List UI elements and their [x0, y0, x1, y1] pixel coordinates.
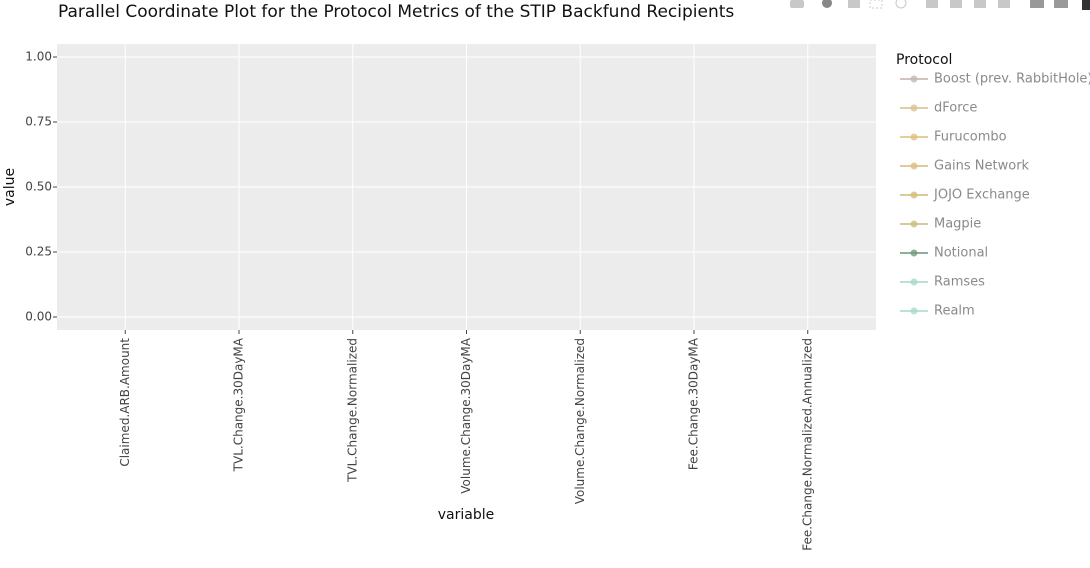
y-tick-label: 0.25 [25, 245, 52, 259]
legend-entry[interactable]: Notional [934, 246, 988, 261]
legend-swatch-marker [910, 307, 918, 315]
zoom-in-icon[interactable] [926, 0, 938, 8]
x-tick-label: Volume.Change.30DayMA [459, 337, 473, 494]
y-tick-label: 0.50 [25, 180, 52, 194]
x-tick-label: TVL.Change.30DayMA [232, 337, 246, 472]
spike-icon[interactable] [1030, 0, 1044, 8]
legend-swatch-marker [910, 104, 918, 112]
legend-swatch-marker [910, 220, 918, 228]
pan-icon[interactable] [848, 0, 860, 8]
y-tick-label: 1.00 [25, 50, 52, 64]
lasso-icon[interactable] [895, 0, 907, 9]
x-tick-label: Volume.Change.Normalized [573, 338, 587, 504]
legend-entry[interactable]: Magpie [934, 217, 981, 232]
chart-title: Parallel Coordinate Plot for the Protoco… [58, 2, 734, 22]
legend-swatch-marker [910, 75, 918, 83]
y-axis-label: value [2, 168, 18, 206]
x-tick-label: Fee.Change.Normalized.Annualized [800, 338, 814, 551]
x-tick-label: Claimed.ARB.Amount [118, 338, 132, 467]
legend-title: Protocol [896, 52, 952, 68]
x-tick-label: TVL.Change.Normalized [345, 338, 359, 483]
legend-swatch-marker [910, 162, 918, 170]
zoom-icon[interactable] [822, 0, 832, 8]
legend-entry[interactable]: Furucombo [934, 130, 1007, 145]
reset-icon[interactable] [998, 0, 1010, 8]
x-tick-label: Fee.Change.30DayMA [687, 337, 701, 470]
legend-entry[interactable]: Boost (prev. RabbitHole) [934, 72, 1090, 87]
zoom-out-icon[interactable] [950, 0, 962, 8]
select-icon[interactable] [869, 0, 883, 9]
legend-entry[interactable]: JOJO Exchange [933, 188, 1030, 203]
y-tick-label: 0.00 [25, 310, 52, 324]
legend-entry[interactable]: dForce [934, 101, 977, 116]
legend-swatch-marker [910, 133, 918, 141]
camera-icon[interactable] [790, 0, 804, 8]
legend-entry[interactable]: Gains Network [934, 159, 1030, 174]
toolbar[interactable] [790, 0, 1090, 10]
legend-entry[interactable]: Realm [934, 304, 975, 319]
x-axis-label: variable [438, 507, 494, 523]
legend-swatch-marker [910, 278, 918, 286]
y-tick-label: 0.75 [25, 115, 52, 129]
autoscale-icon[interactable] [974, 0, 986, 8]
legend-swatch-marker [910, 191, 918, 199]
legend-entry[interactable]: Ramses [934, 275, 985, 290]
legend-swatch-marker [910, 249, 918, 257]
logo-icon[interactable] [1082, 0, 1090, 10]
hover-icon[interactable] [1054, 0, 1068, 8]
